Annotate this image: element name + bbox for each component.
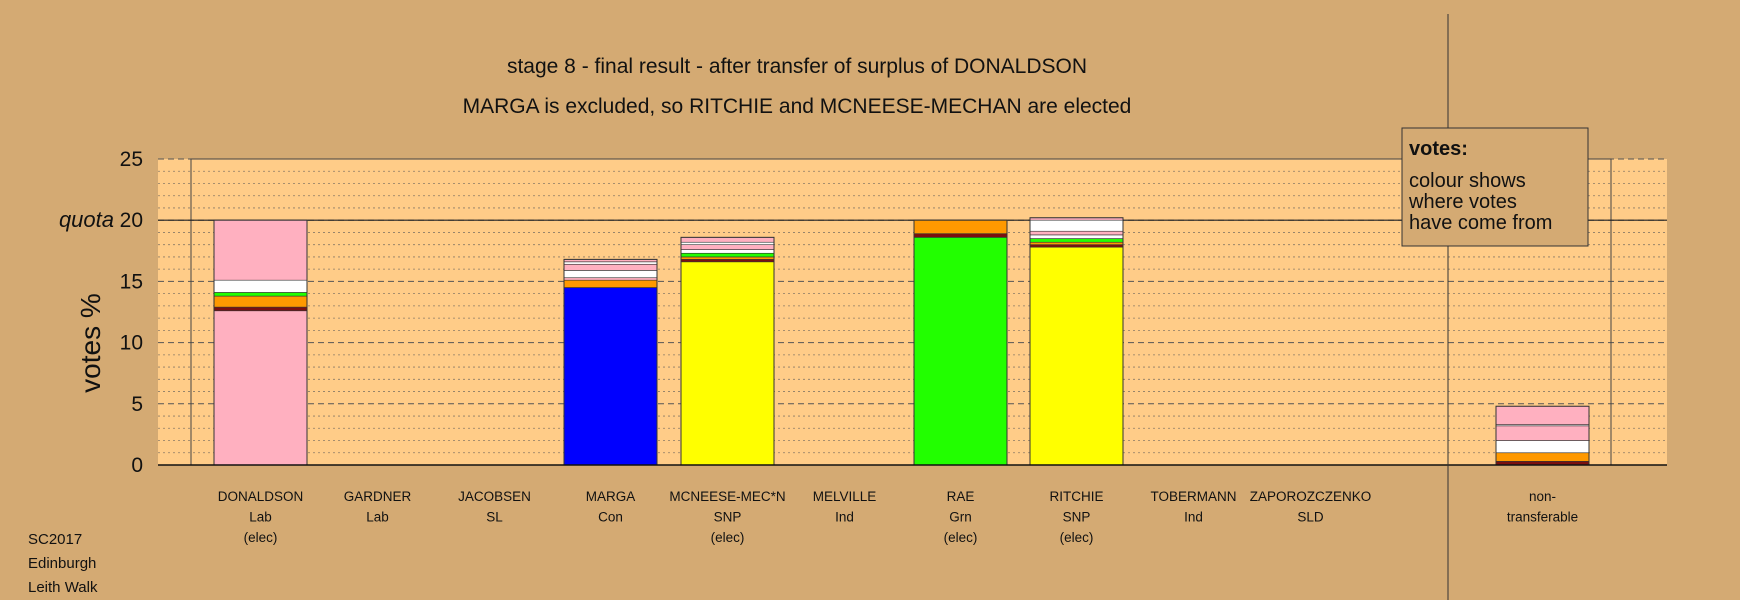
bar-segment — [913, 237, 1008, 466]
bar-segment — [1495, 452, 1590, 462]
legend: votes: colour shows where votes have com… — [1401, 127, 1589, 247]
candidate-name-label: RITCHIE — [1050, 489, 1104, 504]
bar-segment — [1029, 234, 1124, 239]
candidate-name-label: GARDNER — [344, 489, 412, 504]
y-tick-label: 25 — [120, 148, 143, 171]
bar-segment — [213, 279, 308, 293]
bar-segment — [213, 295, 308, 308]
bar-segment — [213, 292, 308, 297]
bar-segment — [680, 261, 775, 466]
bar-segment — [680, 244, 775, 250]
y-tick-label: 10 — [120, 332, 143, 355]
party-label: SL — [486, 510, 503, 525]
bar-mcneese-mechan — [680, 236, 775, 466]
candidate-name-label: JACOBSEN — [458, 489, 531, 504]
y-tick-label: 0 — [131, 454, 143, 477]
candidate-name-label: MELVILLE — [813, 489, 877, 504]
bar-segment — [1495, 405, 1590, 425]
bar-segment — [563, 277, 658, 281]
chart-subtitle: MARGA is excluded, so RITCHIE and MCNEES… — [463, 95, 1132, 118]
footer-council: Edinburgh — [28, 555, 96, 572]
y-tick-label: 20 — [120, 209, 143, 232]
elected-status-label: (elec) — [711, 530, 745, 545]
category-labels: DONALDSON Lab (elec) GARDNER Lab JACOBSEN SL MA… — [218, 489, 1578, 545]
elected-status-label: (elec) — [944, 530, 978, 545]
bar-segment — [1029, 238, 1124, 243]
party-label: Lab — [249, 510, 272, 525]
candidate-name-label: ZAPOROZCZENKO — [1250, 489, 1372, 504]
bar-segment — [563, 270, 658, 279]
bar-segment — [213, 306, 308, 312]
y-tick-label: 15 — [120, 270, 143, 293]
bar-segment — [563, 261, 658, 265]
bar-segment — [913, 233, 1008, 238]
party-label: Grn — [949, 510, 972, 525]
party-label: SLD — [1297, 510, 1324, 525]
bar-segment — [563, 263, 658, 271]
bar-segment — [680, 256, 775, 260]
bar-segment — [680, 252, 775, 258]
candidate-name-label: DONALDSON — [218, 489, 304, 504]
bar-segment — [213, 310, 308, 466]
party-label: Ind — [1184, 510, 1203, 525]
nontransferable-label: transferable — [1507, 510, 1578, 525]
bar-rae — [913, 219, 1008, 466]
bar-segment — [680, 241, 775, 245]
bar-segment — [1029, 244, 1124, 248]
bars-group — [213, 217, 1590, 466]
party-label: SNP — [714, 510, 742, 525]
candidate-name-label: MARGA — [586, 489, 636, 504]
footer-election: SC2017 — [28, 531, 82, 548]
bar-donaldson — [213, 219, 308, 466]
footer-ward: Leith Walk — [28, 579, 98, 596]
bar-segment — [1495, 440, 1590, 454]
candidate-name-label: MCNEESE-MEC*N — [669, 489, 785, 504]
bar-segment — [1029, 241, 1124, 245]
bar-segment — [913, 219, 1008, 234]
legend-title: votes: — [1409, 138, 1468, 160]
party-label: Con — [598, 510, 623, 525]
legend-line-1: colour shows — [1409, 170, 1526, 192]
y-tick-label: 5 — [131, 393, 143, 416]
legend-line-3: have come from — [1409, 212, 1552, 234]
party-label: SNP — [1063, 510, 1091, 525]
bar-segment — [213, 219, 308, 281]
quota-label: quota — [59, 207, 114, 232]
bar-segment — [563, 287, 658, 466]
party-label: Lab — [366, 510, 389, 525]
party-label: Ind — [835, 510, 854, 525]
elected-status-label: (elec) — [244, 530, 278, 545]
bar-segment — [563, 279, 658, 288]
legend-line-2: where votes — [1408, 191, 1517, 213]
elected-status-label: (elec) — [1060, 530, 1094, 545]
bar-segment — [1495, 425, 1590, 441]
bar-ritchie — [1029, 217, 1124, 466]
bar-segment — [1029, 246, 1124, 466]
candidate-name-label: TOBERMANN — [1150, 489, 1236, 504]
bar-segment — [680, 237, 775, 243]
bar-segment — [1029, 230, 1124, 236]
nontransferable-label: non- — [1529, 489, 1556, 504]
candidate-name-label: RAE — [947, 489, 975, 504]
bar-segment — [680, 259, 775, 263]
bar-segment — [680, 249, 775, 254]
y-axis-label: votes % — [75, 293, 106, 393]
bar-non-transferable — [1495, 405, 1590, 466]
legend-box — [1401, 127, 1589, 247]
bar-segment — [1029, 219, 1124, 232]
y-tick-labels: 0 5 10 15 20 25 — [120, 148, 143, 477]
bar-marga — [563, 258, 658, 466]
chart-title: stage 8 - final result - after transfer … — [507, 55, 1087, 78]
